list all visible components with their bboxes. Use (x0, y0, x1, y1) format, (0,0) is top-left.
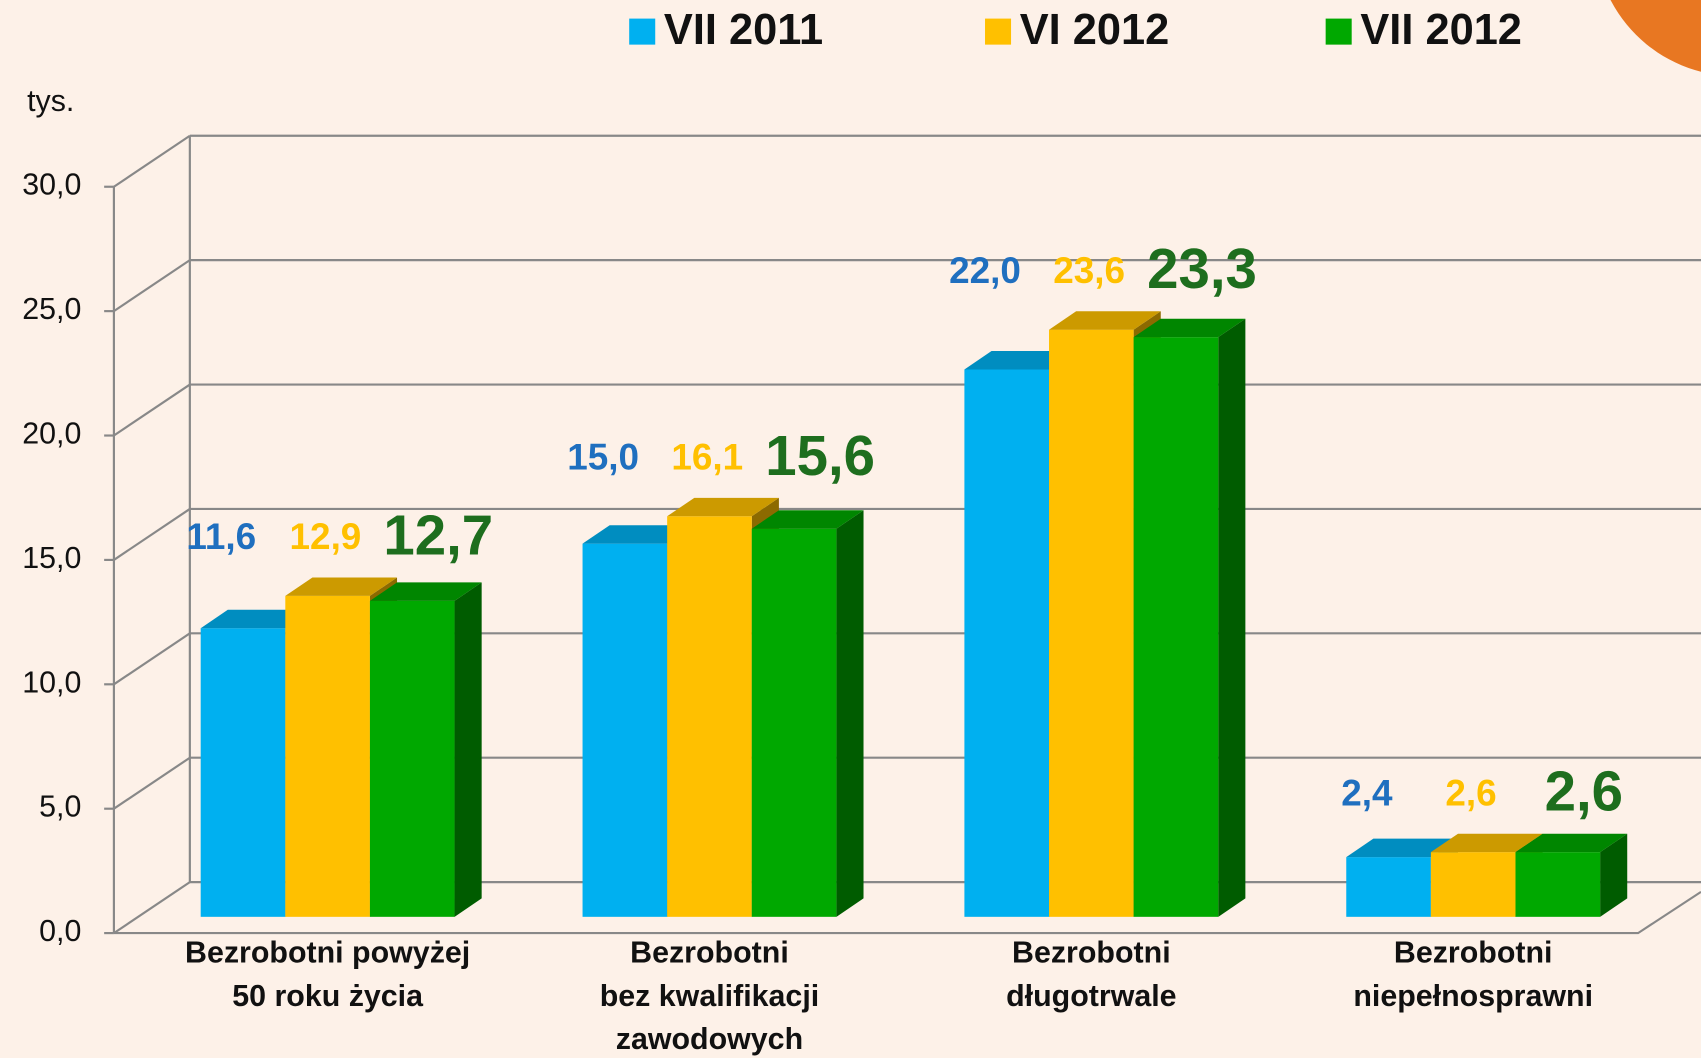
value-label: 12,9 (290, 516, 362, 557)
bar-side (454, 582, 482, 917)
x-label-box: Bezrobotni długotrwale (1006, 935, 1177, 1013)
value-label: 23,6 (1053, 250, 1125, 291)
bar-top (200, 609, 313, 629)
legend-swatch (1325, 18, 1352, 45)
y-tick-label: 5,0 (39, 791, 81, 824)
bar (1133, 337, 1219, 917)
bar-top (369, 582, 482, 601)
grid-line (113, 756, 191, 810)
bar (582, 543, 668, 917)
grid-line (113, 508, 191, 561)
value-label: 12,7 (383, 503, 493, 566)
grid-line (113, 881, 191, 934)
grid-line (113, 259, 191, 313)
floor-edge (113, 890, 1701, 935)
bar-top (1430, 833, 1543, 853)
grid-line (113, 632, 191, 686)
bar (751, 528, 837, 917)
x-label-box: Bezrobotni bez kwalifikacji zawodowych (599, 935, 820, 1056)
bar-side (1218, 318, 1246, 917)
bar (1430, 852, 1516, 917)
bar (1346, 857, 1431, 917)
value-label: 22,0 (949, 250, 1021, 291)
bar-side (836, 510, 864, 917)
bar-top (667, 497, 779, 517)
bar-top (751, 510, 864, 529)
x-tick-label: Bezrobotni powyżej 50 roku życia (185, 935, 471, 1013)
legend-swatch (985, 18, 1012, 45)
bar (200, 628, 286, 917)
bar-top (1049, 311, 1161, 330)
value-label: 15,6 (765, 424, 875, 487)
bar (285, 595, 370, 917)
y-tick-label: 15,0 (22, 542, 81, 575)
value-label: 11,6 (186, 516, 256, 557)
bar (1515, 852, 1601, 917)
y-axis-label: tys. (27, 85, 74, 118)
x-tick-label: Bezrobotni bez kwalifikacji zawodowych (599, 935, 820, 1056)
y-tick-label: 30,0 (22, 169, 81, 202)
grid-line (113, 383, 191, 437)
legend-label: VII 2012 (1360, 6, 1522, 54)
value-label: 15,0 (567, 437, 639, 478)
bar (964, 369, 1050, 917)
y-tick-label: 20,0 (22, 418, 81, 451)
bar-top (964, 351, 1077, 370)
x-label-box: Bezrobotni niepełnosprawni (1353, 935, 1594, 1013)
grid-line (113, 134, 191, 188)
y-tick-label: 25,0 (22, 293, 81, 326)
legend-swatch (629, 18, 656, 45)
x-tick-label: Bezrobotni długotrwale (1006, 935, 1177, 1013)
x-tick-label: Bezrobotni niepełnosprawni (1353, 935, 1594, 1013)
value-label: 23,3 (1147, 237, 1257, 300)
bar-top (1133, 318, 1246, 338)
value-label: 2,4 (1341, 772, 1393, 813)
value-label: 16,1 (671, 437, 743, 478)
legend-label: VI 2012 (1020, 6, 1170, 54)
value-label: 2,6 (1445, 772, 1496, 813)
x-label-box: Bezrobotni powyżej 50 roku życia (185, 935, 471, 1013)
bar-top (1515, 833, 1628, 853)
y-tick-label: 0,0 (39, 915, 81, 948)
bar-top (582, 525, 695, 544)
legend-label: VII 2011 (664, 6, 823, 54)
y-tick-label: 10,0 (22, 666, 81, 699)
value-label: 2,6 (1545, 760, 1623, 823)
bar-top (285, 577, 398, 596)
decoration (1610, 0, 1701, 72)
bar-side (1600, 833, 1628, 917)
bar (369, 600, 455, 917)
bar (667, 516, 752, 917)
bar-top (1346, 838, 1458, 858)
bar (1049, 329, 1134, 917)
